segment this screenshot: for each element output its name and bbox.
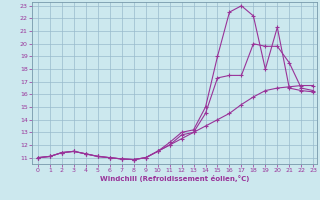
X-axis label: Windchill (Refroidissement éolien,°C): Windchill (Refroidissement éolien,°C) bbox=[100, 175, 249, 182]
